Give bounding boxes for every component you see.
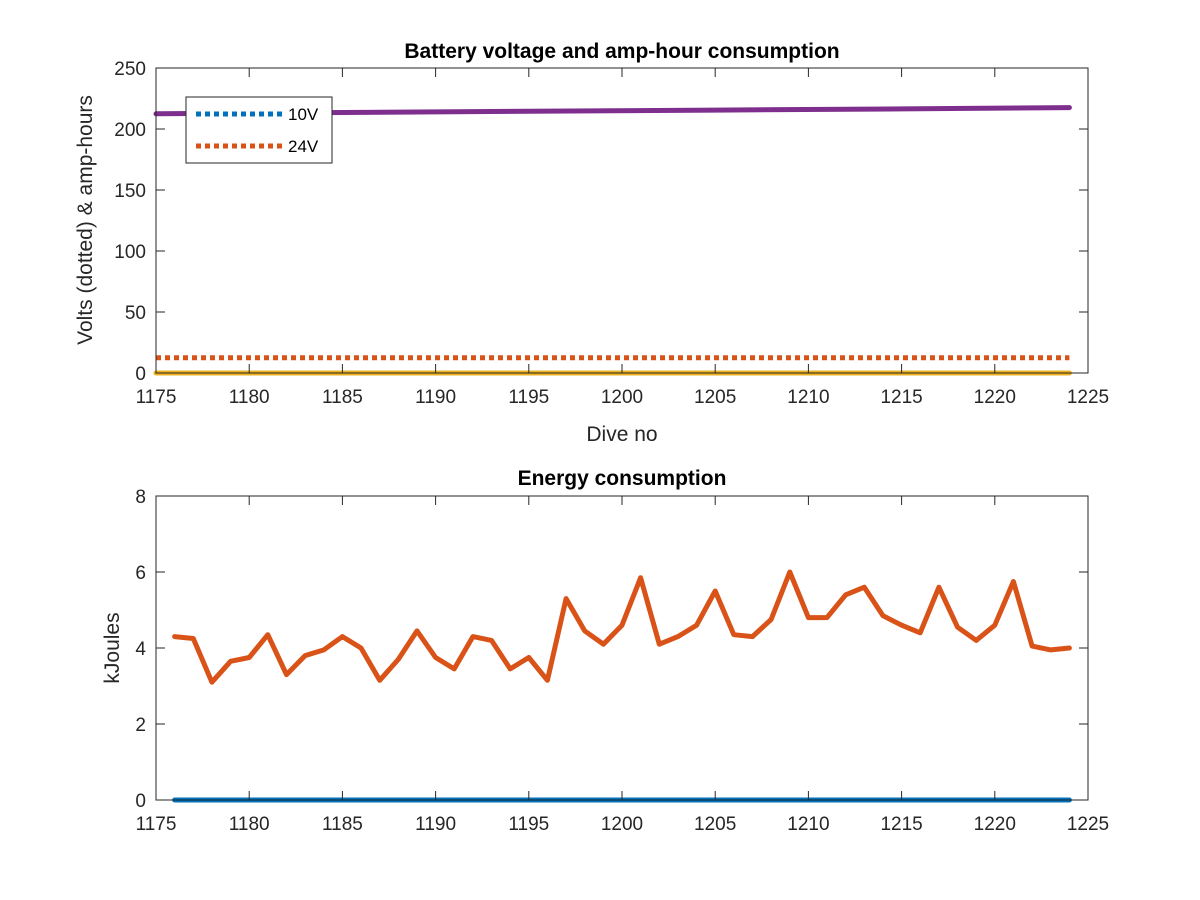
energy-xtick-label: 1210 [787, 814, 829, 835]
energy-xtick-label: 1190 [415, 814, 456, 835]
energy-xtick-label: 1225 [1067, 814, 1109, 835]
battery-ytick-label: 250 [114, 59, 146, 80]
energy-ytick-label: 0 [135, 791, 146, 812]
energy-plot-title: Energy consumption [518, 467, 727, 490]
battery-ytick-label: 0 [135, 364, 146, 385]
energy-ytick-label: 6 [135, 563, 146, 584]
battery-xtick-label: 1215 [880, 387, 922, 408]
legend: 10V 24V [185, 96, 333, 164]
battery-xtick-label: 1220 [974, 387, 1016, 408]
energy-plot-area [156, 496, 1088, 800]
battery-xtick-label: 1190 [415, 387, 456, 408]
battery-ytick-label: 100 [114, 242, 146, 263]
energy-ytick-label: 8 [135, 487, 146, 508]
battery-xtick-label: 1225 [1067, 387, 1109, 408]
battery-plot-title: Battery voltage and amp-hour consumption [404, 40, 839, 63]
energy-xtick-label: 1200 [601, 814, 643, 835]
battery-plot-ylabel: Volts (dotted) & amp-hours [74, 95, 97, 345]
battery-xtick-label: 1180 [229, 387, 270, 408]
energy-xtick-label: 1220 [974, 814, 1016, 835]
energy-plot: 1175 1180 1185 1190 1195 1200 1205 1210 1215 1220… [101, 467, 1109, 835]
energy-xtick-label: 1205 [694, 814, 736, 835]
battery-xtick-label: 1205 [694, 387, 736, 408]
battery-plot-xlabel: Dive no [586, 423, 657, 446]
battery-ytick-label: 150 [114, 181, 146, 202]
battery-xtick-label: 1200 [601, 387, 643, 408]
battery-plot: 1175 1180 1185 1190 1195 1200 1205 1210 1215 1220… [74, 40, 1109, 446]
battery-ytick-label: 200 [114, 120, 146, 141]
battery-ytick-label: 50 [125, 303, 146, 324]
energy-plot-ylabel: kJoules [101, 612, 124, 683]
battery-xtick-label: 1185 [322, 387, 363, 408]
energy-xtick-label: 1195 [508, 814, 549, 835]
legend-label-10v: 10V [288, 105, 319, 124]
legend-box [185, 96, 333, 164]
energy-xtick-label: 1215 [880, 814, 922, 835]
battery-xtick-label: 1195 [508, 387, 549, 408]
legend-label-24v: 24V [288, 137, 319, 156]
energy-xtick-label: 1185 [322, 814, 363, 835]
energy-series-2-line [172, 569, 1072, 685]
energy-xtick-label: 1175 [136, 814, 177, 835]
battery-plot-ticks: 1175 1180 1185 1190 1195 1200 1205 1210 1215 1220… [114, 59, 1109, 408]
battery-xtick-label: 1210 [787, 387, 829, 408]
energy-ytick-label: 2 [135, 715, 146, 736]
energy-xtick-label: 1180 [229, 814, 270, 835]
energy-plot-ticks: 1175 1180 1185 1190 1195 1200 1205 1210 1215 1220… [135, 487, 1109, 835]
energy-ytick-label: 4 [135, 639, 146, 660]
battery-xtick-label: 1175 [136, 387, 177, 408]
